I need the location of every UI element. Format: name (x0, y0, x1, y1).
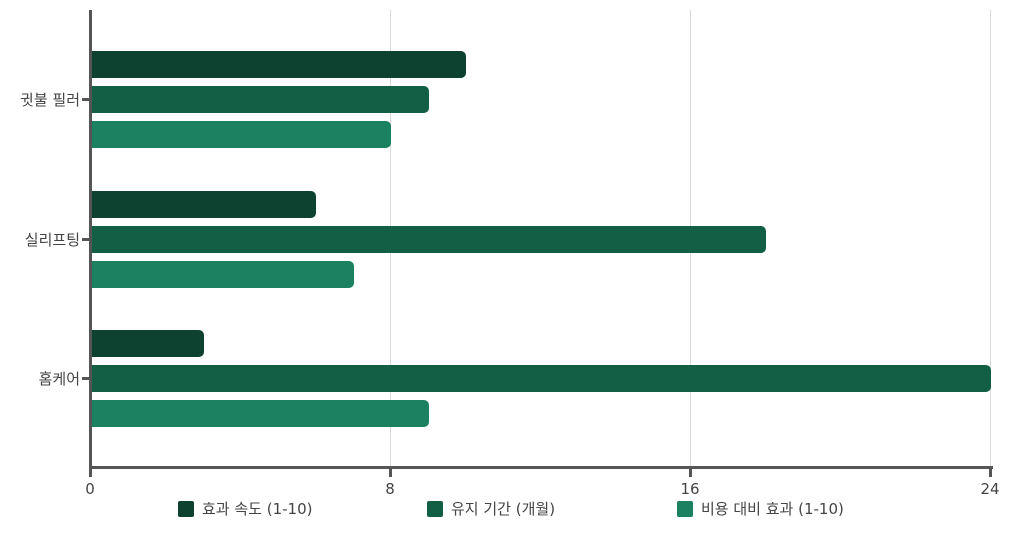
bar[interactable] (91, 86, 429, 113)
x-tick-label: 0 (85, 480, 95, 498)
legend-item-speed[interactable]: 효과 속도 (1-10) (178, 498, 312, 519)
x-tick-label: 16 (680, 480, 700, 498)
x-tick (89, 466, 92, 477)
x-tick (689, 466, 692, 477)
bar[interactable] (91, 226, 766, 253)
bar[interactable] (91, 330, 204, 357)
legend: 효과 속도 (1-10) 유지 기간 (개월) 비용 대비 효과 (1-10) (0, 498, 1024, 520)
legend-item-duration[interactable]: 유지 기간 (개월) (427, 498, 555, 519)
gridline (990, 10, 991, 468)
x-tick-label: 8 (385, 480, 395, 498)
y-tick-label: 홈케어 (38, 370, 80, 388)
legend-label: 효과 속도 (1-10) (202, 500, 313, 518)
bar[interactable] (91, 191, 316, 218)
bar[interactable] (91, 51, 466, 78)
bar[interactable] (91, 365, 991, 392)
bar[interactable] (91, 400, 429, 427)
y-tick (82, 377, 90, 380)
bar[interactable] (91, 121, 391, 148)
bar[interactable] (91, 261, 354, 288)
x-tick (989, 466, 992, 477)
legend-label: 비용 대비 효과 (1-10) (701, 500, 844, 518)
x-axis-line (89, 466, 993, 469)
x-tick (389, 466, 392, 477)
y-axis-line (89, 10, 92, 470)
y-tick-label: 귓불 필러 (20, 91, 80, 109)
x-tick-label: 24 (980, 480, 1000, 498)
legend-swatch (427, 500, 443, 517)
legend-label: 유지 기간 (개월) (451, 500, 556, 518)
y-tick-label: 실리프팅 (24, 231, 80, 249)
y-tick (82, 98, 90, 101)
legend-item-cost-effect[interactable]: 비용 대비 효과 (1-10) (677, 498, 844, 519)
legend-swatch (677, 500, 693, 517)
y-tick (82, 238, 90, 241)
legend-swatch (178, 500, 194, 517)
